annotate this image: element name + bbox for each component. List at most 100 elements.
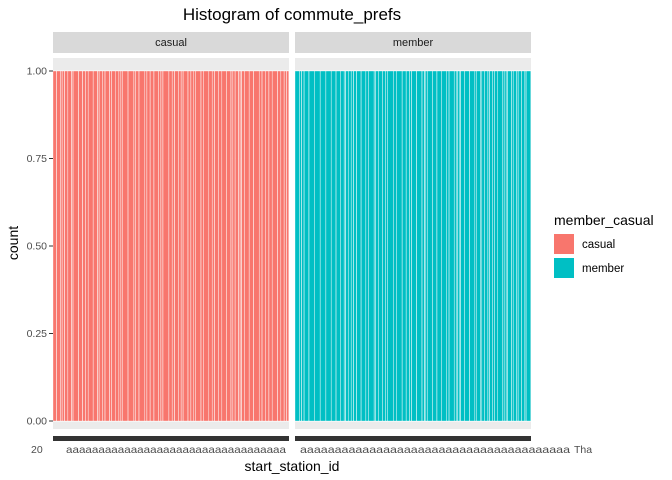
histogram-bar [230, 70, 233, 422]
histogram-bar [511, 70, 514, 422]
histogram-bar [146, 70, 151, 422]
histogram-bar [513, 70, 517, 422]
histogram-bar [72, 70, 79, 422]
histogram-bar [521, 70, 525, 422]
histogram-bar [411, 70, 417, 422]
histogram-bar [212, 70, 215, 422]
histogram-bar [301, 70, 305, 422]
histogram-bar [226, 70, 232, 422]
y-tick-label: 0.75 [27, 153, 48, 165]
histogram-bar [393, 70, 397, 422]
histogram-bar [241, 70, 245, 422]
histogram-bar [102, 70, 106, 422]
histogram-bar [153, 70, 159, 422]
histogram-bar [190, 70, 194, 422]
histogram-bar [93, 70, 98, 422]
histogram-bar [432, 70, 437, 422]
histogram-bar [518, 70, 522, 422]
facet-strip-member [295, 32, 531, 53]
histogram-bar [265, 70, 269, 422]
histogram-bar [82, 70, 86, 422]
histogram-bar [218, 70, 222, 422]
histogram-bar [150, 70, 155, 422]
histogram-bar [441, 70, 447, 422]
histogram-bar [476, 70, 481, 422]
histogram-bar [351, 70, 354, 422]
x-tick-labels-overplotted: 20 aaaaaaaaaaaaaaaaaaaaaaaaaaaaaaaaaa aa… [31, 444, 592, 456]
histogram-bar [120, 70, 123, 422]
histogram-bar [481, 70, 485, 422]
histogram-bar [382, 70, 386, 422]
histogram-bar [368, 70, 375, 422]
histogram-bar [525, 70, 531, 422]
y-tick-label: 0.00 [27, 416, 48, 428]
histogram-bar [97, 70, 100, 422]
histogram-bar [249, 70, 254, 422]
histogram-bar [268, 70, 273, 422]
histogram-bar [240, 70, 242, 422]
histogram-bar [272, 70, 278, 422]
histogram-bar [64, 70, 68, 422]
histogram-bar [127, 70, 134, 422]
x-tick-band-member [295, 436, 531, 441]
facet-member: member [294, 32, 531, 441]
histogram-bar [135, 70, 140, 422]
histogram-bar [365, 70, 369, 422]
histogram-bar [200, 70, 204, 422]
histogram-bar [325, 70, 332, 422]
histogram-bar [320, 70, 326, 422]
histogram-bar [331, 70, 337, 422]
histogram-bar [356, 70, 362, 422]
histogram-bar [385, 70, 388, 422]
histogram-bar [193, 70, 196, 422]
histogram-bar [303, 70, 310, 422]
histogram-bar [454, 70, 457, 422]
histogram-bar [78, 70, 83, 422]
legend-label-member: member [582, 263, 624, 275]
histogram-bar [480, 70, 482, 422]
histogram-bar [416, 70, 423, 422]
histogram-bar [286, 70, 289, 422]
histogram-bar [487, 70, 490, 422]
histogram-bar [374, 70, 376, 422]
histogram-bar [406, 70, 410, 422]
histogram-bar [182, 70, 189, 422]
histogram-bar [436, 70, 442, 422]
histogram-bar [469, 70, 475, 422]
histogram-bar [187, 70, 191, 422]
histogram-bar [172, 70, 175, 422]
histogram-bar [340, 70, 345, 422]
histogram-bar [238, 70, 241, 422]
y-axis: 0.00 0.25 0.50 0.75 1.00 [27, 66, 53, 428]
histogram-bar [375, 70, 379, 422]
histogram-bar [133, 70, 136, 422]
histogram-bar [424, 70, 426, 422]
facet-strip-label-member: member [393, 37, 434, 49]
y-tick-label: 0.50 [27, 241, 48, 253]
histogram-bar [244, 70, 250, 422]
histogram-bar [280, 70, 285, 422]
histogram-bar [308, 70, 315, 422]
histogram-bar [294, 70, 300, 422]
histogram-bar [203, 70, 209, 422]
histogram-bar [507, 70, 512, 422]
histogram-bar [284, 70, 287, 422]
histogram-bar [261, 70, 266, 422]
histogram-bar [277, 70, 281, 422]
histogram-bar [421, 70, 425, 422]
histogram-bar [345, 70, 349, 422]
histogram-bar [427, 70, 433, 422]
histogram-bar [335, 70, 341, 422]
histogram-bar [122, 70, 129, 422]
histogram-bar [506, 70, 508, 422]
histogram-bar [353, 70, 357, 422]
histogram-bar [178, 70, 182, 422]
histogram-bar [425, 70, 428, 422]
histogram-bar [235, 70, 239, 422]
histogram-bar [497, 70, 503, 422]
facet-strip-label-casual: casual [155, 37, 187, 49]
bars-casual [52, 70, 289, 422]
histogram-bar [115, 70, 119, 422]
y-axis-title: count [5, 226, 21, 260]
